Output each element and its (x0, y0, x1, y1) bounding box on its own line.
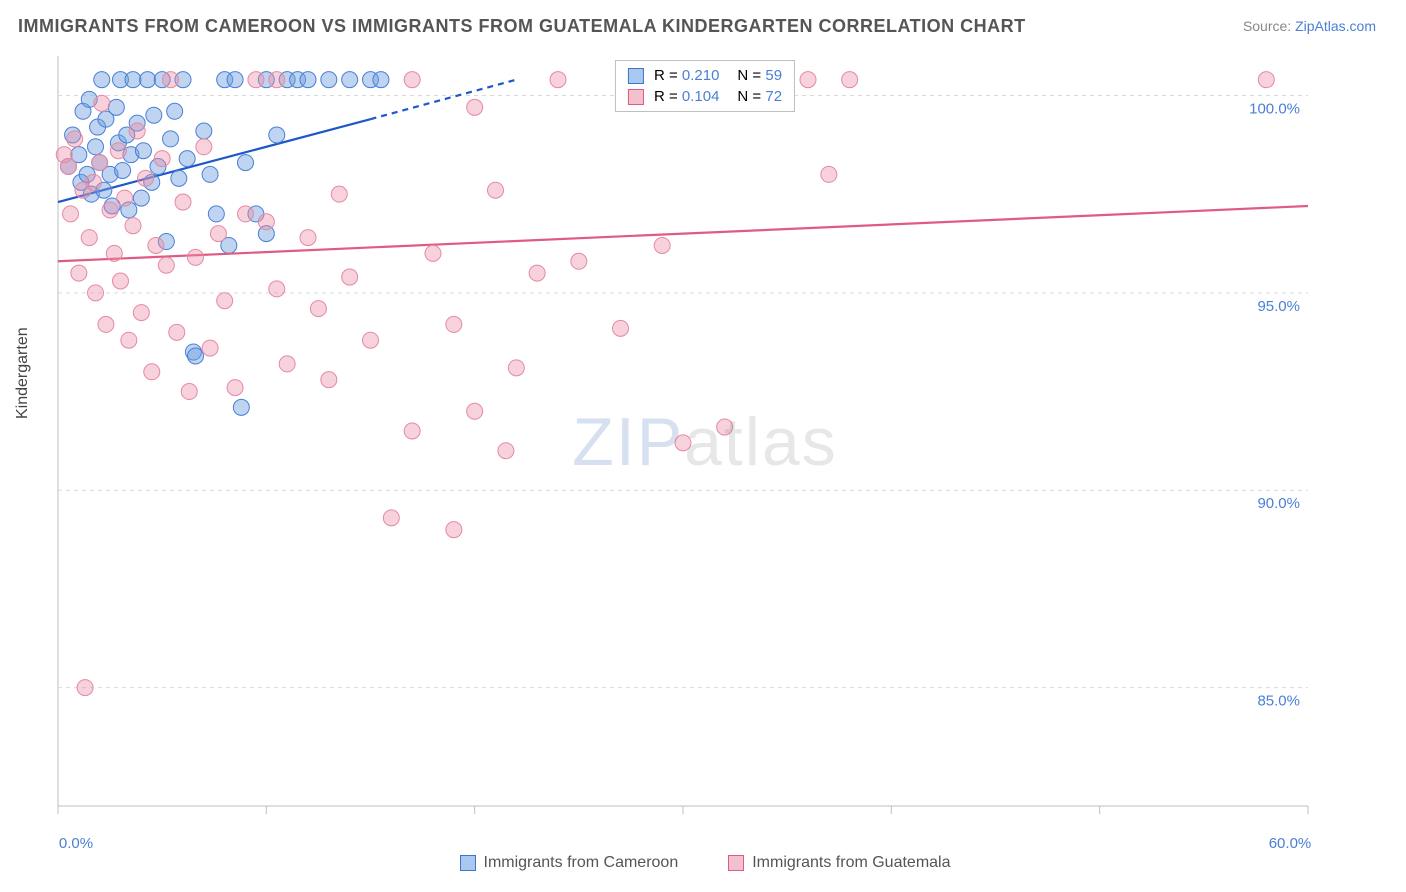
svg-text:95.0%: 95.0% (1257, 298, 1300, 315)
legend-swatch (460, 855, 476, 871)
svg-text:100.0%: 100.0% (1249, 100, 1300, 117)
series-legend-item: Immigrants from Guatemala (728, 854, 950, 872)
svg-text:85.0%: 85.0% (1257, 693, 1300, 710)
svg-text:90.0%: 90.0% (1257, 495, 1300, 512)
n-label: N = 72 (737, 88, 782, 105)
correlation-legend: R = 0.210 N = 59 R = 0.104 N = 72 (615, 60, 795, 112)
legend-row: R = 0.104 N = 72 (628, 88, 782, 105)
series-label: Immigrants from Cameroon (484, 854, 679, 872)
legend-swatch (728, 855, 744, 871)
series-legend: Immigrants from Cameroon Immigrants from … (18, 854, 1392, 872)
chart-title: IMMIGRANTS FROM CAMEROON VS IMMIGRANTS F… (18, 16, 1026, 37)
source-attribution: Source: ZipAtlas.com (1243, 18, 1376, 34)
y-axis-title: Kindergarten (14, 327, 32, 419)
scatter-chart: 85.0% 90.0% 95.0% 100.0% 0.0% 60.0% (18, 46, 1392, 872)
n-label: N = 59 (737, 67, 782, 84)
chart-area: Kindergarten 85.0%90.0%95.0%100.0%0.0%60… (18, 46, 1392, 872)
source-link[interactable]: ZipAtlas.com (1295, 18, 1376, 34)
svg-text:0.0%: 0.0% (59, 835, 93, 852)
series-legend-item: Immigrants from Cameroon (460, 854, 679, 872)
r-label: R = 0.104 (654, 88, 719, 105)
r-label: R = 0.210 (654, 67, 719, 84)
series-label: Immigrants from Guatemala (752, 854, 950, 872)
legend-swatch (628, 68, 644, 84)
source-label: Source: (1243, 18, 1295, 34)
legend-swatch (628, 89, 644, 105)
legend-row: R = 0.210 N = 59 (628, 67, 782, 84)
svg-text:60.0%: 60.0% (1269, 835, 1312, 852)
